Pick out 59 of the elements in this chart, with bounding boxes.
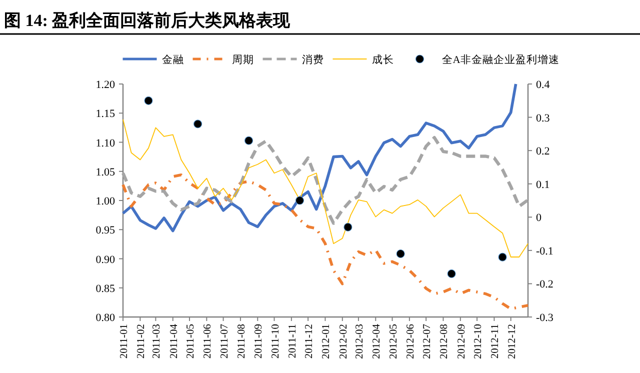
x-tick-label: 2012-04 xyxy=(372,323,383,359)
y-tick-label: 0.90 xyxy=(96,254,116,266)
x-tick-label: 2011-10 xyxy=(270,324,282,359)
y-tick-label: 0.95 xyxy=(96,224,116,237)
x-tick-label: 2012-03 xyxy=(354,324,366,359)
x-tick-label: 2012-08 xyxy=(439,324,450,359)
x-tick-label: 2011-03 xyxy=(152,324,163,359)
y2-tick-label: -0.2 xyxy=(536,278,554,291)
y2-tick-label: 0.4 xyxy=(536,79,550,91)
point xyxy=(193,120,202,128)
y-tick-label: 0.80 xyxy=(96,312,116,324)
legend-label: 消费 xyxy=(302,53,324,66)
line-series xyxy=(122,119,528,258)
x-tick-label: 2012-07 xyxy=(422,324,434,359)
y-tick-label: 0.85 xyxy=(96,282,116,295)
line-series xyxy=(121,136,530,225)
x-tick-label: 2011-08 xyxy=(236,324,248,359)
x-tick-label: 2012-02 xyxy=(338,324,350,359)
point xyxy=(144,96,153,105)
y2-tick-label: -0.1 xyxy=(536,245,554,258)
y-tick-label: 1.20 xyxy=(96,79,116,91)
legend-label: 全A非金融企业盈利增速 xyxy=(442,53,560,66)
y-tick-label: 1.00 xyxy=(96,196,116,208)
point xyxy=(447,269,456,278)
x-tick-label: 2011-07 xyxy=(219,324,230,359)
x-tick-label: 2012-09 xyxy=(456,324,468,359)
y-tick-label: 1.15 xyxy=(96,108,116,120)
x-tick-label: 2011-05 xyxy=(185,324,196,359)
y-tick-label: 1.05 xyxy=(96,166,116,178)
x-tick-label: 2012-05 xyxy=(388,324,400,359)
point xyxy=(295,196,304,205)
y2-tick-label: 0.3 xyxy=(536,112,550,124)
x-tick-label: 2011-09 xyxy=(254,324,265,359)
y2-tick-label: 0 xyxy=(536,212,542,224)
x-tick-label: 2012-01 xyxy=(321,324,332,359)
x-tick-label: 2012-10 xyxy=(473,324,484,359)
y2-tick-label: 0.2 xyxy=(536,146,550,158)
x-tick-label: 2011-04 xyxy=(168,323,180,359)
point xyxy=(396,249,405,258)
point xyxy=(498,252,507,262)
y2-tick-label: 0.1 xyxy=(536,178,550,191)
y-tick-label: 1.10 xyxy=(96,137,116,150)
y2-tick-label: -0.3 xyxy=(536,312,554,324)
x-tick-label: 2011-02 xyxy=(136,324,148,359)
point xyxy=(344,222,352,232)
legend-label: 成长 xyxy=(372,53,394,66)
chart-title: 图 14: 盈利全面回落前后大类风格表现 xyxy=(4,11,292,30)
x-tick-label: 2011-12 xyxy=(304,324,316,359)
point xyxy=(244,136,254,145)
x-tick-label: 2011-11 xyxy=(287,324,298,358)
line-series xyxy=(122,82,518,232)
x-tick-label: 2012-06 xyxy=(405,324,416,359)
x-tick-label: 2011-06 xyxy=(202,324,214,359)
x-tick-label: 2011-01 xyxy=(119,324,130,359)
legend-label: 周期 xyxy=(232,54,254,66)
line-series xyxy=(122,173,530,310)
legend-label: 金融 xyxy=(162,54,184,66)
x-tick-label: 2012-12 xyxy=(506,324,518,359)
x-tick-label: 2012-11 xyxy=(490,324,502,359)
